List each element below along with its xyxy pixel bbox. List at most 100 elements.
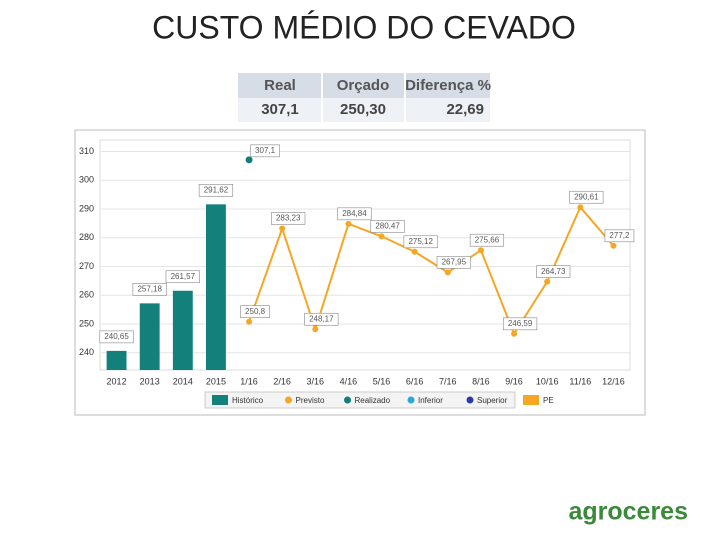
legend-swatch — [285, 396, 292, 404]
table-header-bg — [238, 73, 490, 98]
table-header: Diferença % — [405, 77, 491, 94]
data-label: 261,57 — [171, 272, 196, 281]
data-label-box — [502, 317, 538, 331]
table-cell: 307,1 — [261, 101, 299, 118]
point — [477, 247, 484, 254]
data-label: 277,2 — [609, 231, 630, 240]
data-label: 290,61 — [574, 192, 599, 201]
point — [511, 330, 518, 337]
data-label-box — [469, 233, 505, 247]
data-label: 240,65 — [104, 332, 129, 341]
legend-swatch — [344, 396, 351, 404]
x-tick-label: 5/16 — [373, 376, 391, 386]
data-label-box — [132, 283, 167, 296]
point — [245, 156, 253, 164]
data-label: 275,12 — [408, 237, 433, 246]
x-tick-label: 2013 — [140, 376, 160, 386]
legend-box — [204, 391, 516, 409]
y-tick-label: 280 — [79, 232, 94, 242]
data-label-box — [99, 330, 134, 344]
x-tick-label: 2012 — [107, 376, 127, 386]
slide-title: CUSTO MÉDIO DO CEVADO — [152, 9, 576, 45]
y-tick-label: 240 — [79, 347, 94, 357]
data-label: 248,17 — [309, 314, 334, 323]
y-tick-label: 310 — [79, 146, 94, 156]
point — [378, 233, 385, 240]
data-label-box — [240, 305, 270, 319]
y-tick-label: 290 — [79, 203, 94, 213]
table-cell: 22,69 — [446, 101, 484, 118]
table-cell: 250,30 — [340, 101, 386, 118]
x-tick-label: 12/16 — [602, 376, 625, 386]
data-label-box — [250, 144, 280, 158]
x-tick-label: 2015 — [206, 376, 226, 386]
data-label-box — [536, 265, 571, 278]
x-tick-label: 1/16 — [240, 376, 258, 386]
data-label: 246,59 — [508, 319, 533, 328]
legend-label: PE — [543, 396, 554, 405]
point — [312, 326, 319, 333]
x-tick-label: 4/16 — [340, 376, 358, 386]
data-label-box — [337, 207, 372, 221]
point — [610, 242, 617, 249]
legend-label: Histórico — [232, 396, 264, 405]
data-label: 257,18 — [137, 284, 162, 293]
data-label: 250,8 — [245, 307, 266, 316]
data-label-box — [271, 212, 306, 225]
data-label-box — [604, 229, 635, 243]
legend-swatch — [466, 396, 474, 404]
table-header: Real — [264, 77, 296, 94]
legend-label: Previsto — [296, 396, 325, 405]
x-tick-label: 7/16 — [439, 376, 457, 386]
x-tick-label: 9/16 — [505, 376, 523, 386]
data-label: 307,1 — [255, 146, 276, 155]
data-label-box — [370, 220, 405, 233]
table-row-bg — [238, 98, 490, 122]
table-header: Orçado — [337, 77, 390, 94]
data-label: 280,47 — [375, 222, 400, 231]
x-tick-label: 2014 — [173, 376, 193, 386]
point — [345, 220, 352, 227]
data-label: 284,84 — [342, 209, 367, 218]
bar — [172, 290, 193, 370]
chart: 240 250 260 270 280 290 300 310 2012 2013 2014 2015… — [79, 144, 635, 409]
x-tick-label: 2/16 — [273, 376, 291, 386]
logo: agroceres — [568, 498, 688, 526]
data-label-box — [436, 256, 471, 269]
legend-swatch — [407, 396, 415, 404]
data-label-box — [304, 312, 339, 326]
point — [279, 225, 286, 232]
x-tick-label: 8/16 — [472, 376, 490, 386]
x-tick-label: 10/16 — [536, 376, 559, 386]
legend-label: Realizado — [355, 396, 391, 405]
y-tick-label: 250 — [79, 318, 94, 328]
bar — [206, 204, 226, 370]
x-tick-label: 3/16 — [307, 376, 325, 386]
summary-table: Real Orçado Diferença % 307,1 250,30 22,… — [238, 73, 491, 122]
point — [411, 248, 418, 255]
data-label: 275,66 — [475, 235, 500, 244]
data-label: 283,23 — [276, 214, 301, 223]
data-label-box — [165, 270, 200, 284]
data-label: 291,62 — [204, 185, 229, 194]
y-tick-label: 270 — [79, 261, 94, 271]
data-label-box — [403, 235, 438, 249]
y-tick-label: 260 — [79, 290, 94, 300]
data-label-box — [198, 184, 234, 197]
legend-swatch — [523, 395, 539, 405]
point — [444, 269, 451, 276]
y-tick-label: 300 — [79, 175, 94, 185]
data-label: 264,73 — [541, 267, 566, 276]
point — [544, 278, 551, 285]
legend-label: Inferior — [418, 396, 443, 405]
point — [246, 318, 253, 325]
x-tick-label: 11/16 — [569, 376, 591, 386]
data-label: 267,95 — [442, 258, 467, 267]
legend-label: Superior — [477, 396, 508, 405]
bar — [139, 303, 160, 370]
point — [577, 204, 584, 211]
x-tick-label: 6/16 — [406, 376, 424, 386]
legend-swatch — [212, 395, 228, 405]
bar — [106, 350, 127, 370]
